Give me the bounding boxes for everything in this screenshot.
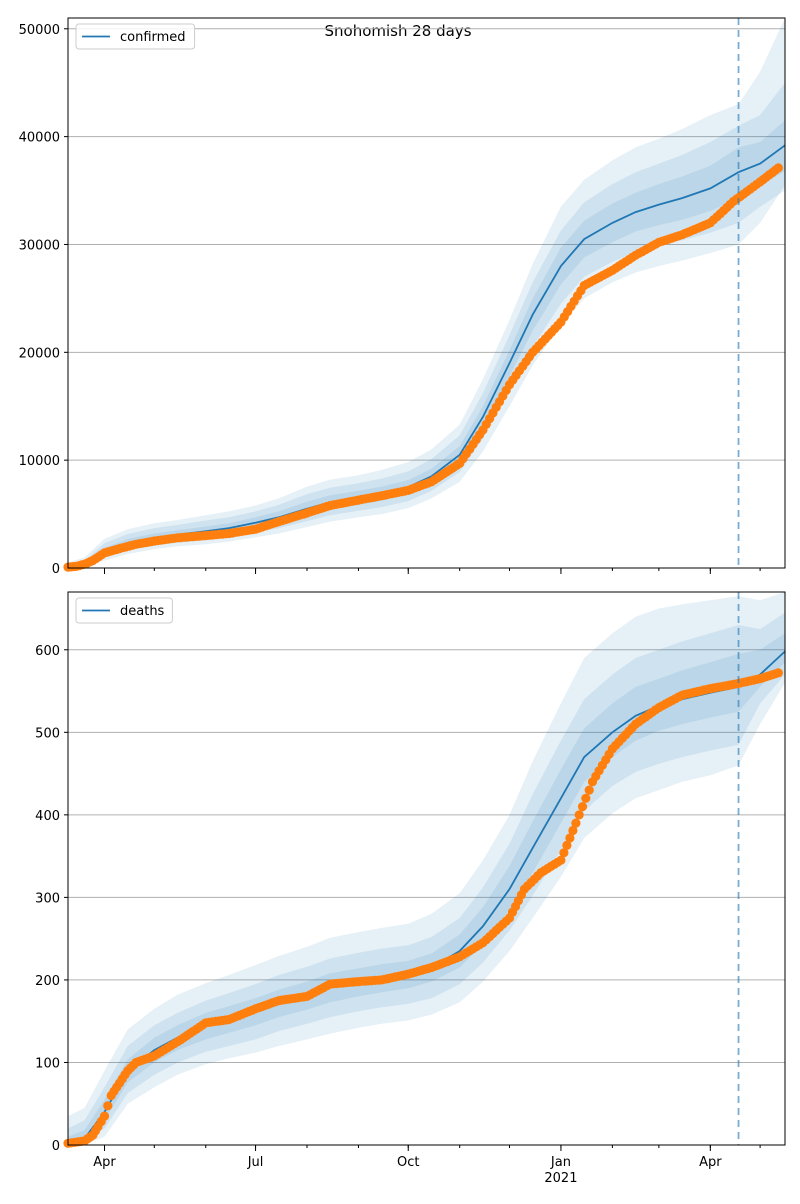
panel-deaths-ytick-label: 500 [35,726,60,741]
panel-deaths-observed-point [562,840,572,851]
panel-deaths-ytick-label: 0 [52,1139,60,1154]
panel-confirmed-ytick-label: 10000 [19,454,60,469]
panel-deaths-observed-point [103,1101,113,1111]
panel-confirmed-legend [75,23,196,50]
panel-deaths-xtick-label: Oct [397,1155,419,1170]
panel-deaths-observed-point [571,818,581,828]
panel-deaths-axes-frame [67,591,786,1146]
panel-deaths-ytick-label: 300 [35,891,60,906]
panel-confirmed-axes-frame [67,17,786,569]
panel-confirmed-observed-point [773,163,783,173]
panel-deaths-legend-label: deaths [120,604,165,619]
panel-deaths-band-95 [68,592,785,1145]
panel-deaths-observed-point [556,855,566,865]
panel-confirmed-ytick-label: 0 [52,562,60,577]
panel-confirmed-band-95 [68,18,785,568]
panel-confirmed-band-50 [68,120,785,568]
panel-deaths-ytick-label: 200 [35,974,60,989]
panel-deaths-observed-point [577,802,588,812]
panel-deaths-observed-point [574,810,584,820]
panel-confirmed-ytick-label: 20000 [19,346,60,361]
panel-deaths-legend [75,597,173,624]
panel-confirmed-legend-label: confirmed [120,30,186,45]
panel-deaths-observed-point [581,793,591,803]
panel-deaths-observed-point [773,668,783,678]
panel-deaths-observed-point [568,825,578,836]
panel-deaths-xtick-label: Jan [550,1155,571,1170]
panel-deaths-ytick-label: 400 [35,809,60,824]
panel-deaths-ytick-label: 100 [35,1056,60,1071]
figure-title: Snohomish 28 days [324,22,471,40]
panel-deaths-observed-point [99,1111,110,1121]
panel-confirmed-ytick-label: 40000 [19,131,60,146]
panel-deaths-xtick-label: Apr [93,1155,116,1170]
panel-deaths-observed-point [565,833,575,843]
panel-deaths-observed-point [584,785,594,795]
panel-deaths-xtick-label: Jul [247,1155,264,1170]
panel-deaths-observed-point [559,848,569,858]
panel-deaths-xtick-sublabel: 2021 [544,1171,577,1186]
panel-deaths-xtick-label: Apr [699,1155,722,1170]
panel-confirmed-ytick-label: 50000 [19,23,60,38]
panel-deaths-ytick-label: 600 [35,644,60,659]
panel-confirmed-ytick-label: 30000 [19,238,60,253]
panel-confirmed-band-80 [68,82,785,568]
